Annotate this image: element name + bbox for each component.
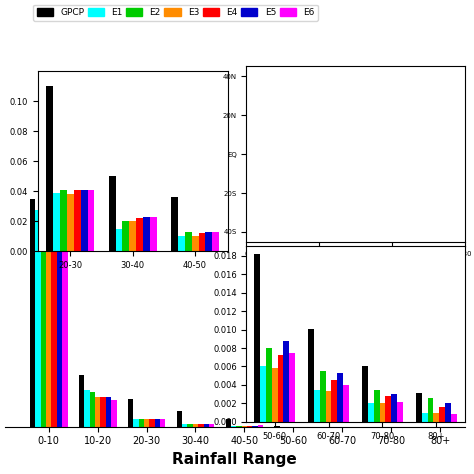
Bar [128, 399, 133, 427]
Bar [254, 254, 260, 422]
Bar [191, 236, 199, 251]
Bar [143, 217, 150, 251]
Bar [41, 222, 46, 427]
Bar [129, 221, 136, 251]
Bar [380, 403, 385, 422]
Bar [290, 353, 295, 422]
Bar [319, 371, 326, 422]
Bar [133, 419, 138, 427]
Bar [260, 366, 265, 422]
Bar [122, 221, 129, 251]
Bar [421, 413, 428, 422]
Bar [439, 407, 446, 422]
Bar [198, 424, 203, 427]
Bar [171, 197, 178, 251]
Bar [138, 419, 144, 427]
Bar [226, 419, 231, 427]
Bar [160, 419, 165, 427]
Bar [185, 232, 191, 251]
Bar [60, 190, 67, 251]
Bar [95, 397, 100, 427]
Bar [111, 400, 117, 427]
Bar [62, 85, 68, 427]
Bar [177, 410, 182, 427]
Bar [314, 390, 319, 422]
Bar [392, 394, 397, 422]
Bar [343, 385, 349, 422]
Bar [79, 375, 84, 427]
Bar [265, 348, 272, 422]
Bar [242, 426, 247, 427]
X-axis label: Rainfall Range: Rainfall Range [172, 452, 297, 467]
Bar [385, 396, 392, 422]
Bar [451, 414, 457, 422]
Bar [81, 190, 88, 251]
Bar [258, 425, 263, 427]
Bar [428, 398, 434, 422]
Bar [187, 424, 193, 427]
Bar [326, 392, 331, 422]
Bar [106, 397, 111, 427]
Bar [178, 236, 185, 251]
Bar [337, 373, 343, 422]
Bar [74, 190, 81, 251]
Legend: GPCP, E1, E2, E3, E4, E5, E6: GPCP, E1, E2, E3, E4, E5, E6 [33, 5, 318, 21]
Bar [100, 397, 106, 427]
Bar [434, 413, 439, 422]
Bar [277, 356, 283, 422]
Bar [283, 341, 290, 422]
Bar [237, 426, 242, 427]
Bar [109, 176, 116, 251]
Bar [57, 233, 62, 427]
Bar [231, 426, 237, 427]
Bar [35, 210, 41, 427]
Bar [247, 426, 253, 427]
Bar [374, 390, 380, 422]
Bar [253, 426, 258, 427]
Bar [362, 366, 368, 422]
Bar [331, 380, 337, 422]
Bar [209, 424, 214, 427]
Bar [30, 199, 35, 427]
Bar [88, 190, 94, 251]
Bar [52, 239, 57, 427]
Bar [149, 419, 155, 427]
Bar [150, 217, 157, 251]
Bar [203, 424, 209, 427]
Bar [446, 403, 451, 422]
Bar [205, 232, 212, 251]
Bar [193, 424, 198, 427]
Bar [136, 218, 143, 251]
Bar [84, 390, 90, 427]
Bar [272, 368, 277, 422]
Bar [368, 403, 374, 422]
Bar [308, 328, 314, 422]
Bar [67, 194, 74, 251]
Bar [116, 229, 122, 251]
Bar [144, 419, 149, 427]
Bar [53, 192, 60, 251]
Bar [46, 86, 53, 251]
Bar [199, 233, 205, 251]
Bar [416, 393, 421, 422]
Bar [155, 419, 160, 427]
Bar [397, 401, 403, 422]
Bar [182, 424, 187, 427]
Bar [90, 392, 95, 427]
Bar [46, 239, 52, 427]
Bar [212, 232, 219, 251]
